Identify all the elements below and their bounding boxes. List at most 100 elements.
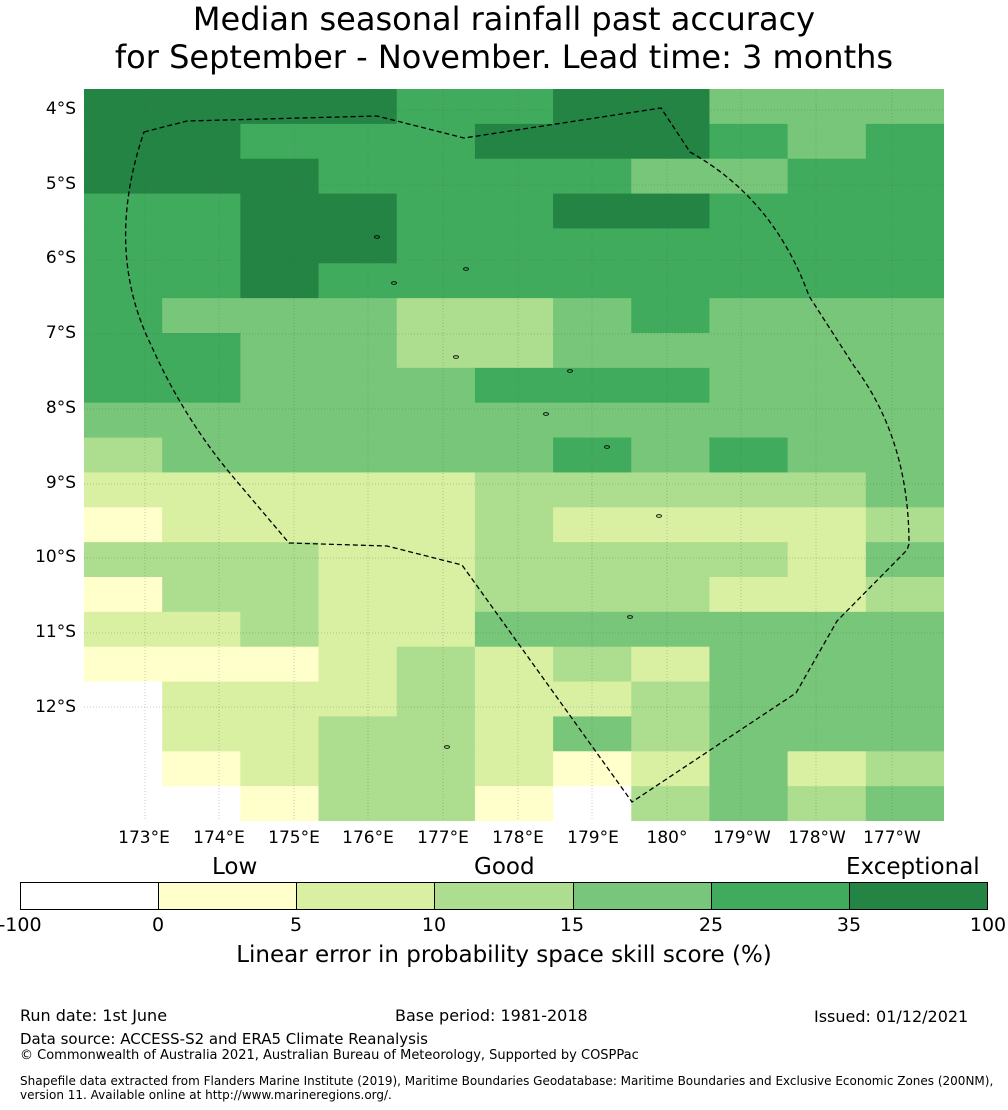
grid-cell (162, 542, 241, 578)
grid-cell (162, 472, 241, 508)
grid-cell (162, 89, 241, 125)
grid-cell (631, 333, 710, 369)
grid-cell (84, 716, 163, 752)
grid-cell (396, 577, 476, 613)
skill-map-svg (84, 89, 944, 821)
colorbar-segment (21, 883, 160, 909)
grid-cell (396, 611, 476, 648)
grid-cell (553, 507, 632, 543)
colorbar-tick: 5 (289, 914, 303, 936)
grid-cell (396, 89, 476, 125)
colorbar-segment (297, 883, 436, 909)
colorbar-segment (711, 883, 850, 909)
grid-cell (240, 681, 320, 717)
grid-cell (709, 402, 789, 439)
grid-cell (631, 681, 710, 717)
grid-cell (631, 437, 710, 473)
grid-cell (84, 611, 163, 648)
grid-cell (318, 333, 398, 369)
grid-cell (240, 263, 320, 299)
grid-cell (474, 402, 554, 439)
grid-cell (709, 89, 789, 125)
grid-cell (240, 542, 320, 578)
grid-cell (474, 89, 554, 125)
lat-label-10s: 10°S (35, 547, 76, 567)
grid-cell (631, 577, 710, 613)
grid-cell (474, 472, 554, 508)
grid-cell (709, 158, 789, 195)
grid-cell (631, 716, 710, 752)
grid-cell (631, 542, 710, 578)
lon-label-178e: 178°E (492, 828, 544, 848)
grid-cell (318, 577, 398, 613)
grid-cell (787, 298, 867, 334)
lat-label-5s: 5°S (45, 174, 76, 194)
colorbar-tick: 25 (698, 914, 724, 936)
grid-cell (865, 402, 944, 439)
grid-cell (84, 786, 163, 821)
grid-cell (84, 89, 163, 125)
grid-cell (162, 193, 241, 229)
grid-cell (474, 367, 554, 404)
grid-cell (709, 437, 789, 473)
grid-cell (84, 402, 163, 439)
grid-cell (84, 646, 163, 683)
grid-cell (787, 402, 867, 439)
category-exceptional: Exceptional (846, 854, 980, 880)
grid-cell (553, 158, 632, 195)
grid-cell (84, 751, 163, 787)
grid-cell (84, 472, 163, 508)
colorbar-title: Linear error in probability space skill … (236, 942, 772, 968)
grid-cell (709, 333, 789, 369)
grid-cell (240, 786, 320, 821)
grid-cell (84, 228, 163, 264)
lon-label-180: 180° (646, 828, 688, 848)
grid-cell (318, 367, 398, 404)
grid-cell (240, 228, 320, 264)
grid-cell (396, 193, 476, 229)
grid-cell (396, 333, 476, 369)
grid-cell (162, 577, 241, 613)
grid-cell (84, 577, 163, 613)
grid-cell (318, 786, 398, 821)
grid-cell (84, 367, 163, 404)
grid-cell (553, 123, 632, 160)
grid-cell (318, 402, 398, 439)
grid-cell (553, 472, 632, 508)
grid-cell (474, 786, 554, 821)
island-outline (627, 615, 633, 619)
grid-cell (709, 611, 789, 648)
grid-cell (865, 158, 944, 195)
island-outline (656, 514, 662, 518)
grid-cell (709, 472, 789, 508)
grid-cell (318, 611, 398, 648)
grid-cell (240, 472, 320, 508)
grid-cell (84, 507, 163, 543)
lon-label-179e: 179°E (567, 828, 619, 848)
grid-cell (553, 263, 632, 299)
grid-cell (474, 542, 554, 578)
grid-cell (318, 228, 398, 264)
grid-cell (474, 611, 554, 648)
base-period: Base period: 1981-2018 (395, 1006, 588, 1025)
grid-cell (474, 751, 554, 787)
grid-cell (396, 507, 476, 543)
grid-cell (318, 681, 398, 717)
grid-cell (709, 263, 789, 299)
grid-cell (318, 716, 398, 752)
grid-cell (240, 716, 320, 752)
grid-cell (787, 681, 867, 717)
grid-cell (709, 751, 789, 787)
grid-cell (631, 228, 710, 264)
colorbar-segment (849, 883, 987, 909)
grid-cell (553, 298, 632, 334)
grid-cell (240, 193, 320, 229)
grid-cell (240, 158, 320, 195)
grid-cell (787, 611, 867, 648)
category-good: Good (474, 854, 535, 880)
grid-cell (553, 577, 632, 613)
grid-cell (631, 646, 710, 683)
grid-cell (631, 89, 710, 125)
grid-cell (240, 298, 320, 334)
grid-cell (553, 681, 632, 717)
